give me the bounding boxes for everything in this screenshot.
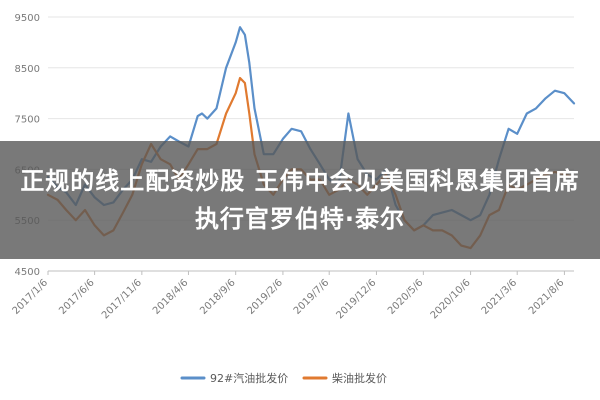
x-tick-label: 2019/7/6 [292,277,332,317]
x-tick-label: 2019/12/6 [335,277,379,321]
headline-text: 正规的线上配资炒股 王伟中会见美国科恩集团首席执行官罗伯特·泰尔 [20,167,580,233]
x-tick-label: 2021/3/6 [480,277,520,317]
x-tick-label: 2018/4/6 [151,277,191,317]
x-tick-label: 2017/11/6 [100,277,144,321]
headline-overlay: 正规的线上配资炒股 王伟中会见美国科恩集团首席执行官罗伯特·泰尔 [0,141,600,259]
y-tick-label: 9500 [15,13,40,24]
x-tick-label: 2018/9/6 [198,277,238,317]
legend-label: 柴油批发价 [332,371,387,385]
y-tick-label: 7500 [15,115,40,126]
x-tick-label: 2020/5/6 [386,277,426,317]
x-tick-label: 2017/6/6 [57,277,97,317]
x-tick-label: 2017/1/6 [11,277,51,317]
y-tick-label: 4500 [15,267,40,278]
legend-label: 92#汽油批发价 [210,371,288,385]
x-tick-label: 2020/10/6 [429,277,473,321]
x-tick-label: 2019/2/6 [245,277,285,317]
y-tick-label: 8500 [15,64,40,75]
x-tick-label: 2021/8/6 [527,277,567,317]
